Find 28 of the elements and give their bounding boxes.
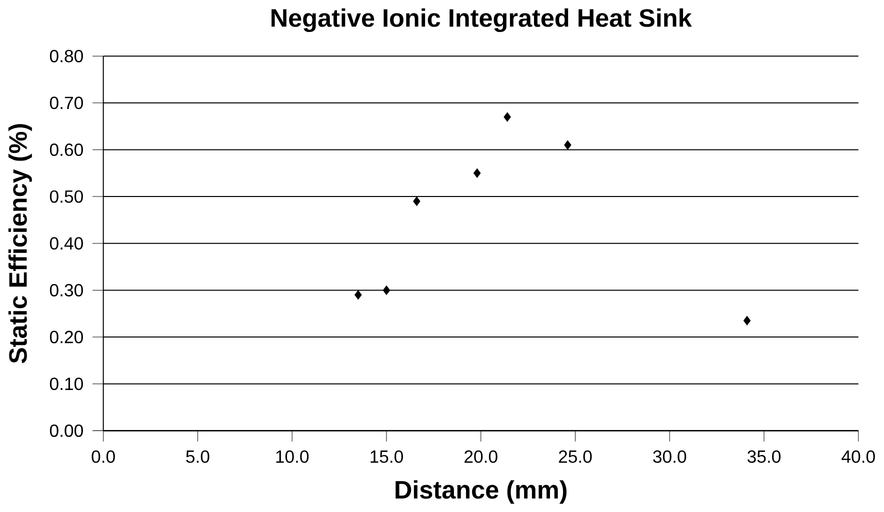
y-axis-title: Static Efficiency (%) bbox=[8, 124, 32, 364]
x-tick-label: 5.0 bbox=[186, 450, 210, 463]
y-tick-label: 0.30 bbox=[50, 284, 83, 296]
point bbox=[474, 168, 481, 178]
y-tick-label: 0.50 bbox=[50, 190, 83, 203]
y-tick-label: 0.10 bbox=[50, 378, 83, 390]
x-tick-label: 35.0 bbox=[748, 450, 781, 463]
chart-title: Negative Ionic Integrated Heat Sink bbox=[272, 8, 692, 32]
y-tick-label: 0.20 bbox=[50, 330, 83, 344]
x-tick-label: 0.0 bbox=[92, 450, 115, 463]
point bbox=[413, 196, 420, 206]
point bbox=[382, 286, 390, 295]
point bbox=[504, 112, 511, 122]
x-tick-label: 20.0 bbox=[464, 450, 498, 463]
point bbox=[744, 316, 751, 326]
y-tick-label: 0.00 bbox=[50, 424, 83, 437]
x-tick-label: 10.0 bbox=[276, 450, 309, 463]
point bbox=[564, 140, 572, 150]
x-tick-label: 40.0 bbox=[842, 450, 875, 463]
y-tick-label: 0.70 bbox=[50, 96, 83, 110]
point bbox=[354, 290, 362, 300]
x-axis-title: Distance (mm) bbox=[396, 480, 567, 504]
x-tick-label: 25.0 bbox=[558, 450, 592, 463]
y-tick-label: 0.60 bbox=[50, 143, 83, 156]
y-tick-label: 0.40 bbox=[50, 237, 83, 250]
x-tick-label: 15.0 bbox=[370, 450, 403, 463]
x-tick-label: 30.0 bbox=[653, 450, 686, 463]
y-tick-label: 0.80 bbox=[50, 50, 83, 62]
